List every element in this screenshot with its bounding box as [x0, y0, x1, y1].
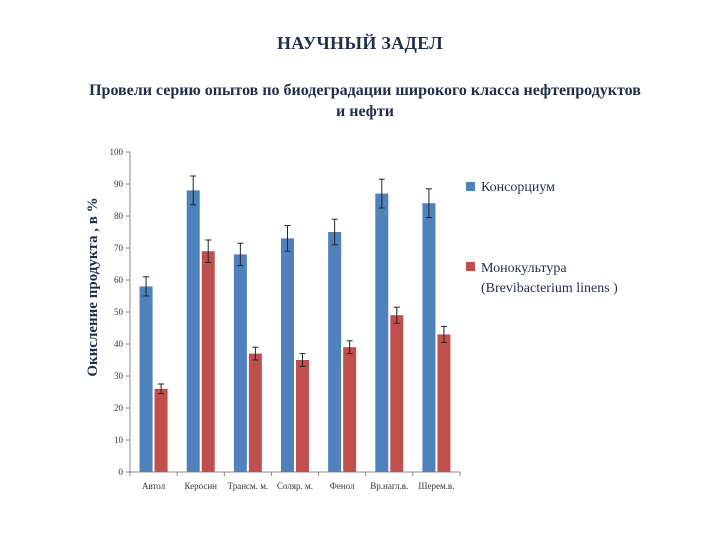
- x-tick-label: Трансм. м.: [228, 481, 269, 491]
- bar-consortium: [233, 254, 247, 472]
- y-tick-label: 30: [114, 371, 124, 381]
- x-tick-label: Керосин: [184, 481, 217, 491]
- slide-title: НАУЧНЫЙ ЗАДЕЛ: [277, 33, 443, 53]
- bars: [139, 190, 451, 472]
- y-tick-label: 0: [119, 467, 124, 477]
- legend-label-consortium: Консорциум: [481, 180, 555, 195]
- x-tick-label: Вр.нагл.в.: [370, 481, 408, 491]
- subtitle-line-1: Провели серию опытов по биодеградации ши…: [89, 82, 641, 99]
- y-axis-label: Окисление продукта , в %: [85, 197, 101, 376]
- y-tick-label: 50: [114, 307, 124, 317]
- y-ticks: 0 10 20 30 40 50 60 70 80 90 100: [110, 147, 130, 477]
- bar-consortium: [186, 190, 200, 472]
- y-tick-label: 100: [110, 147, 124, 157]
- x-tick-label: Фенол: [330, 481, 355, 491]
- y-tick-label: 60: [114, 275, 124, 285]
- y-tick-label: 90: [114, 179, 124, 189]
- legend-label-monoculture-1: Монокультура: [481, 261, 567, 276]
- bar-monoculture: [154, 388, 168, 472]
- bar-monoculture: [296, 360, 309, 472]
- y-tick-label: 40: [114, 339, 124, 349]
- bar-monoculture: [437, 334, 451, 472]
- bar-monoculture: [201, 251, 215, 472]
- x-tick-label: Соляр. м.: [277, 481, 313, 491]
- y-tick-label: 80: [114, 211, 124, 221]
- y-tick-label: 20: [114, 403, 124, 413]
- bar-monoculture: [390, 315, 404, 472]
- bar-consortium: [328, 232, 342, 472]
- bar-consortium: [375, 193, 389, 472]
- y-tick-label: 10: [114, 435, 124, 445]
- error-bars: [143, 175, 447, 395]
- legend: Консорциум Монокультура (Brevibacterium …: [466, 180, 618, 296]
- bar-consortium: [422, 203, 436, 472]
- x-tick-label: Шерем.в.: [418, 481, 454, 491]
- x-tick-labels: Автол Керосин Трансм. м. Соляр. м. Фенол Вр.н…: [142, 481, 454, 491]
- bar-monoculture: [248, 353, 262, 472]
- bar-consortium: [281, 238, 294, 472]
- subtitle-line-2: и нефти: [336, 103, 394, 120]
- legend-label-monoculture-2: (Brevibacterium linens ): [481, 281, 618, 296]
- x-ticks: [129, 472, 461, 476]
- legend-swatch-consortium: [466, 182, 475, 191]
- bar-consortium: [139, 286, 153, 472]
- bar-monoculture: [343, 347, 357, 472]
- slide-subtitle: Провели серию опытов по биодеградации ши…: [40, 80, 690, 122]
- y-tick-label: 70: [114, 243, 124, 253]
- x-tick-label: Автол: [142, 481, 166, 491]
- legend-swatch-monoculture: [466, 262, 475, 271]
